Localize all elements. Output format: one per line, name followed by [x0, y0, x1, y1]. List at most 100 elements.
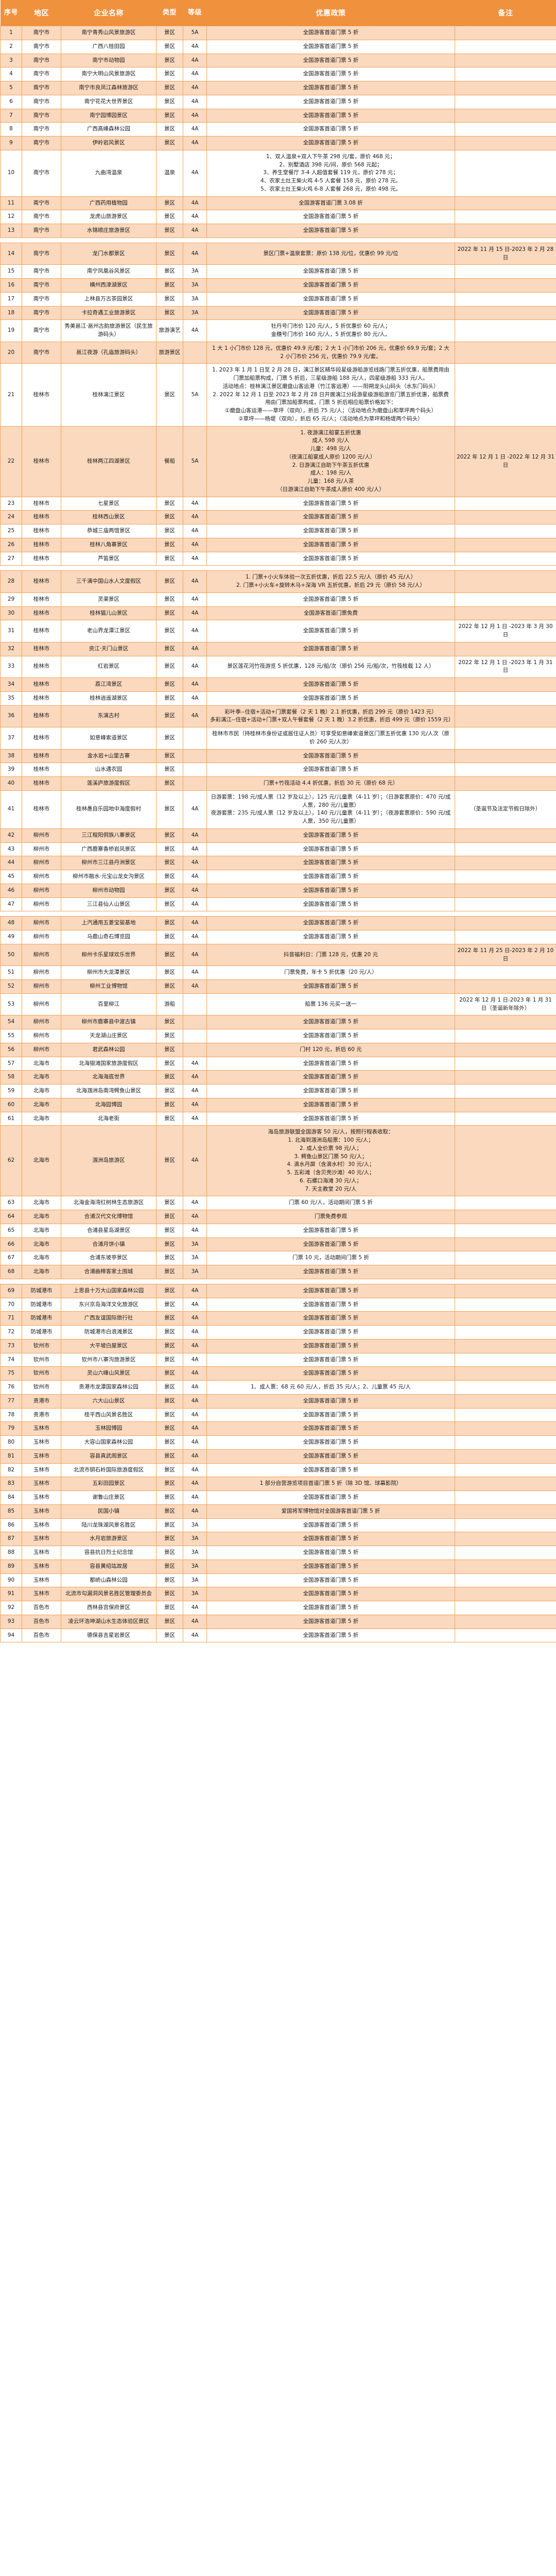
table-row: 34 桂林市 荔江湾景区 景区 4A 全国游客首道门票 5 折	[0, 677, 556, 692]
row-index: 61	[0, 1111, 22, 1126]
row-enterprise-name: 陆川龙珠湖风景名胜区	[61, 1518, 157, 1533]
row-type: 景区	[156, 1477, 183, 1491]
row-note	[455, 1463, 556, 1478]
table-row: 73 钦州市 大平坡白屋景区 景区 4A 全国游客首道门票 5 折	[0, 1338, 556, 1353]
row-enterprise-name: 马鹿山奇石博览园	[61, 930, 157, 944]
column-header-level: 等级	[183, 0, 207, 26]
row-index: 39	[0, 762, 22, 777]
row-level: 4A	[183, 196, 207, 211]
row-region: 南宁市	[22, 53, 61, 68]
row-enterprise-name: 广西药用植物园	[61, 196, 157, 211]
row-policy: 全国游客首道门票 5 折	[206, 210, 455, 224]
row-enterprise-name: 钦州市八寨沟旅游景区	[61, 1352, 157, 1367]
row-level: 3A	[183, 1518, 207, 1533]
row-enterprise-name: 柳州卡乐星球欢乐世界	[61, 943, 157, 967]
row-level: 4A	[183, 1628, 207, 1643]
row-region: 北海市	[22, 1223, 61, 1238]
row-enterprise-name: 莲溪庐旅游度假区	[61, 776, 157, 791]
row-enterprise-name: 南宁市动物园	[61, 53, 157, 68]
table-row: 24 桂林市 桂林西山景区 景区 4A 全国游客首道门票 5 折	[0, 510, 556, 524]
row-type: 旅游演艺	[156, 319, 183, 342]
row-policy: 全国游客首道门票 5 折	[206, 1559, 455, 1574]
row-policy: 全国游客首道门票 5 折	[206, 1283, 455, 1298]
row-level: 3A	[183, 1251, 207, 1265]
row-enterprise-name: 柳州市大龙潭景区	[61, 965, 157, 980]
row-note	[455, 1532, 556, 1546]
row-enterprise-name: 北海园博园	[61, 1097, 157, 1112]
row-policy: 全国游客首道门票 5 折	[206, 1029, 455, 1043]
row-enterprise-name: 三千漓中国山水人文度假区	[61, 570, 157, 593]
row-enterprise-name: 三江程阳侗族八寨景区	[61, 828, 157, 843]
table-row: 37 桂林市 如意峰索道景区 景区 桂林市市民（持桂林市身份证或居住证人员）可享受如意峰…	[0, 727, 556, 750]
row-enterprise-name: 北海金海湾红树林生态旅游区	[61, 1196, 157, 1210]
table-row: 19 南宁市 秀美邕江·邕州古韵旅游景区（民生旅游码头） 旅游演艺 4A 牡丹号门市价 1…	[0, 319, 556, 342]
row-note	[455, 727, 556, 750]
row-level: 4A	[183, 842, 207, 857]
row-type: 餐船	[156, 426, 183, 497]
row-region: 钦州市	[22, 1380, 61, 1395]
row-region: 柳州市	[22, 1015, 61, 1029]
row-type: 景区	[156, 641, 183, 656]
row-note	[455, 897, 556, 912]
row-level: 4A	[183, 94, 207, 109]
row-index: 94	[0, 1628, 22, 1643]
row-region: 柳州市	[22, 1042, 61, 1057]
row-index: 31	[0, 620, 22, 642]
row-index: 63	[0, 1196, 22, 1210]
table-row: 30 桂林市 桂林猫儿山景区 景区 4A 全国游客首道门票免费	[0, 606, 556, 621]
row-type: 景区	[156, 856, 183, 870]
row-region: 贵港市	[22, 1394, 61, 1409]
table-row: 2 南宁市 广西八桂田园 景区 4A 全国游客首道门票 5 折	[0, 39, 556, 54]
row-region: 柳州市	[22, 828, 61, 843]
table-row: 53 柳州市 百里柳江 游船 船票 136 元买一送一 2022 年 12 月 1 日-2…	[0, 993, 556, 1016]
row-index: 66	[0, 1237, 22, 1252]
row-index: 88	[0, 1546, 22, 1560]
row-type: 景区	[156, 691, 183, 706]
table-row: 6 南宁市 南宁花花大世界景区 景区 4A 全国游客首道门票 5 折	[0, 94, 556, 109]
row-type: 景区	[156, 1435, 183, 1450]
row-type: 景区	[156, 510, 183, 524]
row-index: 4	[0, 67, 22, 81]
row-enterprise-name: 桂林漓江景区	[61, 363, 157, 427]
row-index: 79	[0, 1421, 22, 1436]
row-type: 景区	[156, 1601, 183, 1615]
row-spacer	[0, 565, 556, 571]
row-level: 4A	[183, 1111, 207, 1126]
table-row: 58 北海市 北海海底世界 景区 4A 全国游客首道门票 5 折	[0, 1070, 556, 1084]
row-index: 82	[0, 1463, 22, 1478]
row-enterprise-name: 芦笛景区	[61, 551, 157, 566]
row-level: 4A	[183, 1380, 207, 1395]
row-type: 景区	[156, 1029, 183, 1043]
row-index: 24	[0, 510, 22, 524]
row-level: 4A	[183, 930, 207, 944]
row-policy: 1、双人温泉+双人下午茶 298 元/套，原价 468 元； 2、别墅酒店 398…	[206, 149, 455, 197]
row-index: 71	[0, 1311, 22, 1326]
table-row: 16 南宁市 横州西津湖景区 景区 3A 全国游客首道门票 5 折	[0, 278, 556, 293]
row-index: 12	[0, 210, 22, 224]
row-note	[455, 856, 556, 870]
row-index: 25	[0, 524, 22, 538]
row-type: 景区	[156, 620, 183, 642]
row-policy: 1. 2023 年 1 月 1 日至 2 月 28 日，漓江景区精华段星级游船游…	[206, 363, 455, 427]
row-index: 69	[0, 1283, 22, 1298]
row-policy: 全国游客首道门票 5 折	[206, 870, 455, 884]
row-type: 景区	[156, 524, 183, 538]
row-type: 景区	[156, 943, 183, 967]
row-level: 4A	[183, 592, 207, 607]
row-policy: 全国游客首道门票 5 折	[206, 856, 455, 870]
row-policy: 全国游客首道门票 5 折	[206, 1587, 455, 1601]
row-policy: 全国游客首道门票 5 折	[206, 1338, 455, 1353]
row-enterprise-name: 桂林两江四湖景区	[61, 426, 157, 497]
row-enterprise-name: 水锦顺庄旅游景区	[61, 224, 157, 238]
row-enterprise-name: 广西八桂田园	[61, 39, 157, 54]
row-enterprise-name: 大平坡白屋景区	[61, 1338, 157, 1353]
row-policy: 全国游客首道门票 5 折	[206, 1628, 455, 1643]
row-level: 4A	[183, 1352, 207, 1367]
row-index: 72	[0, 1325, 22, 1340]
row-index: 75	[0, 1366, 22, 1381]
row-index: 27	[0, 551, 22, 566]
row-enterprise-name: 贵港市龙潭国家森林公园	[61, 1380, 157, 1395]
row-type: 景区	[156, 264, 183, 279]
row-policy: 全国游客首道门票 5 折	[206, 122, 455, 137]
row-note	[455, 1125, 556, 1197]
